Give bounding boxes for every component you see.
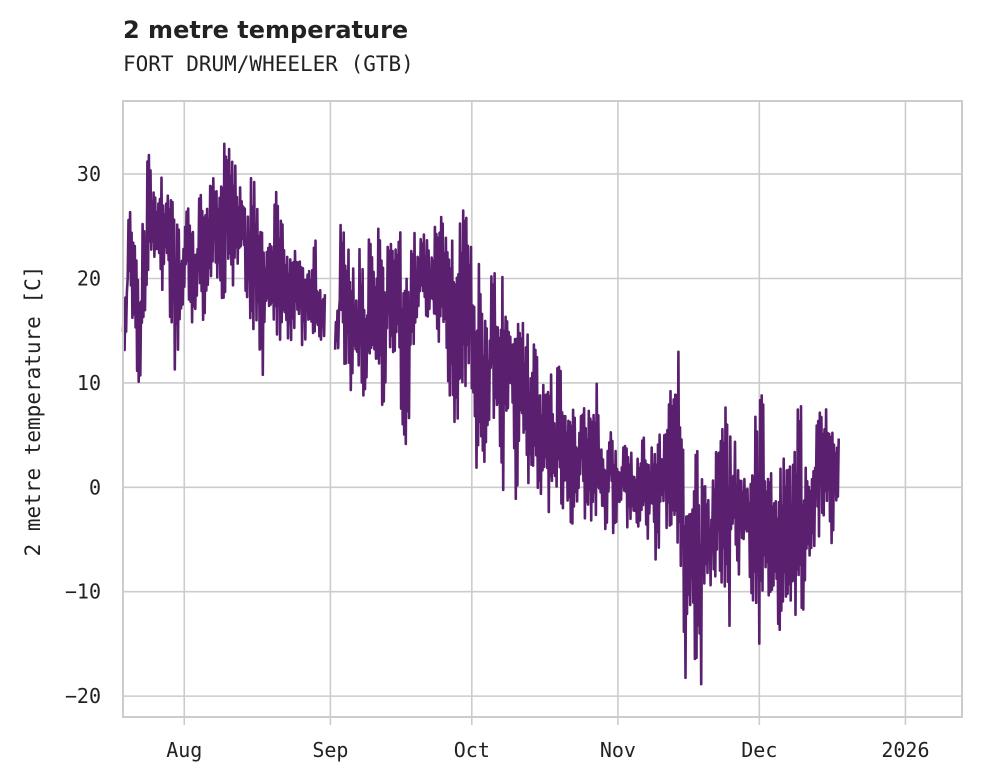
y-tick-label: 10 [77, 371, 101, 395]
chart-subtitle: FORT DRUM/WHEELER (GTB) [123, 52, 414, 76]
series-line-segment [121, 142, 327, 384]
x-tick-label: Oct [454, 738, 490, 762]
x-tick-label: Aug [166, 738, 202, 762]
x-tick-label: Nov [600, 738, 636, 762]
x-tick-label: Dec [741, 738, 777, 762]
series-line-segment [333, 209, 840, 686]
x-axis-ticks: Aug Sep Oct Nov Dec 2026 [166, 717, 930, 762]
y-axis-ticks: −20 −10 0 10 20 30 [65, 162, 101, 708]
x-tick-label: Sep [312, 738, 348, 762]
y-tick-label: −10 [65, 580, 101, 604]
x-tick-label: 2026 [881, 738, 929, 762]
series-group [121, 142, 840, 686]
y-tick-label: 0 [89, 475, 101, 499]
y-tick-label: 30 [77, 162, 101, 186]
y-axis-label: 2 metre temperature [C] [21, 266, 45, 557]
plot-frame [122, 100, 963, 718]
chart-title: 2 metre temperature [123, 16, 409, 44]
y-tick-label: −20 [65, 684, 101, 708]
y-tick-label: 20 [77, 266, 101, 290]
